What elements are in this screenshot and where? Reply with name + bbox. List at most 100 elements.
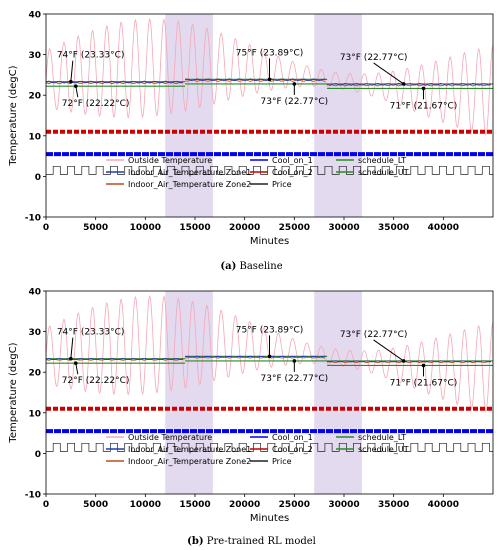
annotation-arrow	[75, 363, 79, 375]
x-tick-label: 5000	[83, 223, 108, 233]
x-tick-label: 5000	[83, 500, 108, 510]
annotation-arrow-head	[69, 79, 73, 84]
y-tick-label: 20	[28, 92, 41, 102]
annotation-arrow-head	[292, 82, 297, 86]
shaded-window	[165, 291, 213, 494]
annotation-label: 74°F (23.33°C)	[57, 51, 125, 61]
series-price	[46, 165, 493, 175]
annotation-label: 71°F (21.67°C)	[390, 378, 458, 388]
y-tick-label: 0	[35, 173, 41, 183]
annotation-arrow-head	[69, 356, 73, 361]
x-tick-label: 25000	[279, 500, 310, 510]
annotation-arrow	[373, 62, 404, 85]
series-indoor-zone1	[326, 82, 492, 86]
legend-label: Price	[272, 457, 292, 466]
annotation-label: 75°F (23.89°C)	[236, 325, 304, 335]
series-indoor-zone2	[327, 360, 492, 364]
series-indoor-zone1	[185, 78, 326, 82]
x-tick-label: 30000	[328, 500, 359, 510]
annotation-arrow	[75, 86, 79, 98]
x-tick-label: 10000	[130, 223, 161, 233]
caption-baseline: (a) Baseline	[0, 261, 503, 272]
annotation-arrow-head	[421, 363, 426, 368]
y-tick-label: 20	[28, 369, 41, 379]
annotation-arrow-head	[267, 354, 272, 359]
y-axis-label: Temperature (degC)	[8, 65, 19, 166]
x-axis-label: Minutes	[250, 513, 289, 524]
legend-label: Indoor_Air_Temperature Zone2	[128, 457, 251, 466]
y-axis-label: Temperature (degC)	[8, 342, 19, 443]
x-tick-label: 15000	[179, 500, 210, 510]
annotation-label: 73°F (22.77°C)	[261, 374, 329, 384]
legend-label: schedule_LT	[358, 433, 406, 442]
plot-background	[46, 14, 493, 217]
plot-frame	[45, 290, 494, 495]
y-tick-label: 10	[28, 132, 41, 142]
caption-tag: (b)	[187, 536, 204, 547]
y-tick-label: 10	[28, 409, 41, 419]
x-tick-label: 15000	[179, 223, 210, 233]
series-outside-temperature	[45, 295, 494, 413]
x-tick-label: 10000	[130, 500, 161, 510]
series-indoor-zone2	[326, 83, 492, 87]
x-tick-label: 40000	[428, 223, 459, 233]
series-indoor-zone2	[45, 81, 184, 85]
annotation-arrow-head	[421, 86, 426, 91]
annotation-arrow-head	[401, 82, 406, 86]
shaded-window	[165, 14, 213, 217]
shaded-window	[314, 291, 362, 494]
annotation-arrow-head	[74, 361, 78, 365]
y-tick-label: -10	[25, 491, 41, 501]
plot-frame	[45, 13, 494, 218]
legend-label: Indoor_Air_Temperature Zone1	[128, 445, 251, 454]
y-tick-label: 0	[35, 450, 41, 460]
x-tick-label: 40000	[428, 500, 459, 510]
legend-label: schedule_UT	[358, 168, 409, 177]
legend-label: Indoor_Air_Temperature Zone1	[128, 168, 251, 177]
annotation-label: 72°F (22.22°C)	[62, 376, 130, 386]
legend-label: Outside Temperature	[128, 433, 212, 442]
annotation-label: 74°F (23.33°C)	[57, 328, 125, 338]
caption-text: Baseline	[239, 261, 283, 272]
series-price	[46, 442, 493, 452]
y-tick-label: 40	[28, 288, 41, 298]
annotation-label: 75°F (23.89°C)	[236, 48, 304, 58]
x-tick-label: 30000	[328, 223, 359, 233]
annotation-arrow	[373, 339, 404, 362]
shaded-window	[314, 14, 362, 217]
legend-label: schedule_UT	[358, 445, 409, 454]
annotation-label: 73°F (22.77°C)	[340, 330, 408, 340]
series-indoor-zone1	[185, 355, 326, 358]
x-tick-label: 0	[43, 223, 49, 233]
caption-tag: (a)	[220, 261, 237, 272]
annotation-arrow-head	[401, 359, 406, 363]
y-tick-label: 30	[28, 328, 41, 338]
plot-background	[46, 291, 493, 494]
legend-label: schedule_LT	[358, 156, 406, 165]
x-tick-label: 20000	[229, 223, 260, 233]
y-tick-label: 30	[28, 51, 41, 61]
y-tick-label: 40	[28, 11, 41, 21]
x-tick-label: 20000	[229, 500, 260, 510]
x-tick-label: 35000	[378, 500, 409, 510]
caption-rl: (b) Pre-trained RL model	[0, 536, 503, 547]
x-tick-label: 0	[43, 500, 49, 510]
legend-label: Cool_on_2	[272, 445, 313, 454]
caption-text: Pre-trained RL model	[206, 536, 316, 547]
x-tick-label: 25000	[279, 223, 310, 233]
legend-label: Outside Temperature	[128, 156, 212, 165]
series-indoor-zone1	[45, 80, 184, 84]
legend-label: Cool_on_1	[272, 156, 313, 165]
legend-label: Indoor_Air_Temperature Zone2	[128, 180, 251, 189]
annotation-arrow-head	[292, 359, 297, 363]
annotation-arrow	[70, 60, 74, 82]
series-indoor-zone1	[45, 358, 184, 361]
annotation-label: 71°F (21.67°C)	[390, 101, 458, 111]
y-tick-label: -10	[25, 214, 41, 224]
annotation-arrow	[70, 337, 74, 359]
series-indoor-zone2	[185, 78, 326, 82]
annotation-label: 72°F (22.22°C)	[62, 99, 130, 109]
